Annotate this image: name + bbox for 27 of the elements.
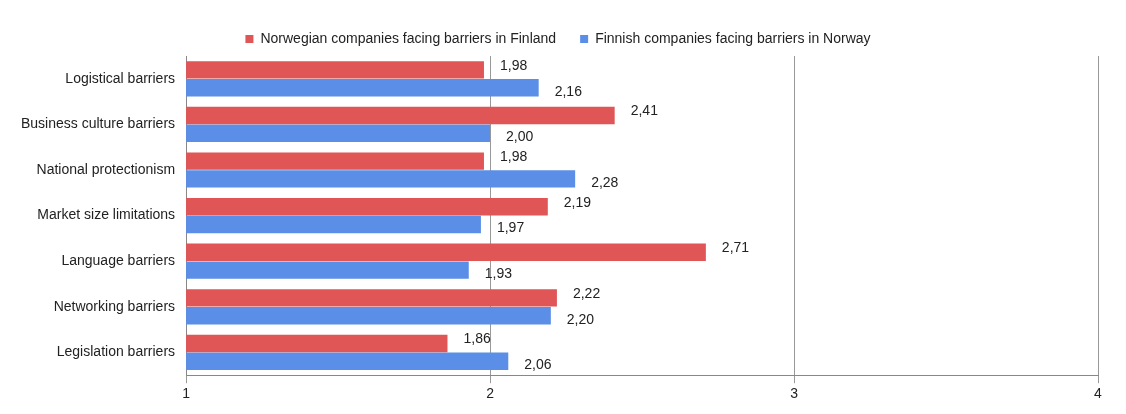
y-tick-label: National protectionism — [36, 160, 176, 177]
data-label: 2,20 — [566, 310, 595, 327]
x-tick-label: 2 — [486, 385, 495, 402]
data-label: 1,86 — [463, 330, 491, 347]
y-tick-label: Business culture barriers — [21, 115, 176, 132]
y-tick-label: Market size limitations — [37, 206, 176, 223]
data-label: 2,71 — [721, 239, 750, 256]
y-tick-label: Legislation barriers — [56, 343, 176, 360]
data-label: 2,06 — [524, 356, 552, 373]
y-tick-label: Language barriers — [61, 252, 176, 269]
data-label: 1,98 — [499, 147, 528, 164]
data-label: 2,28 — [591, 173, 619, 190]
data-label: 1,93 — [484, 264, 513, 281]
data-label: 2,16 — [554, 82, 583, 99]
legend-label: Finnish companies facing barriers in Norway — [595, 29, 871, 46]
data-label: 2,19 — [563, 193, 592, 210]
data-label: 1,97 — [496, 219, 525, 236]
data-label: 1,98 — [499, 56, 528, 73]
y-tick-label: Networking barriers — [53, 297, 176, 314]
x-tick-label: 3 — [790, 385, 799, 402]
x-tick-label: 4 — [1094, 385, 1103, 402]
y-tick-label: Logistical barriers — [65, 69, 176, 86]
data-label: 2,41 — [630, 102, 659, 119]
legend-label: Norwegian companies facing barriers in Finland — [260, 29, 557, 46]
data-label: 2,22 — [572, 284, 601, 301]
data-label: 2,00 — [506, 128, 534, 145]
x-tick-label: 1 — [182, 385, 191, 402]
